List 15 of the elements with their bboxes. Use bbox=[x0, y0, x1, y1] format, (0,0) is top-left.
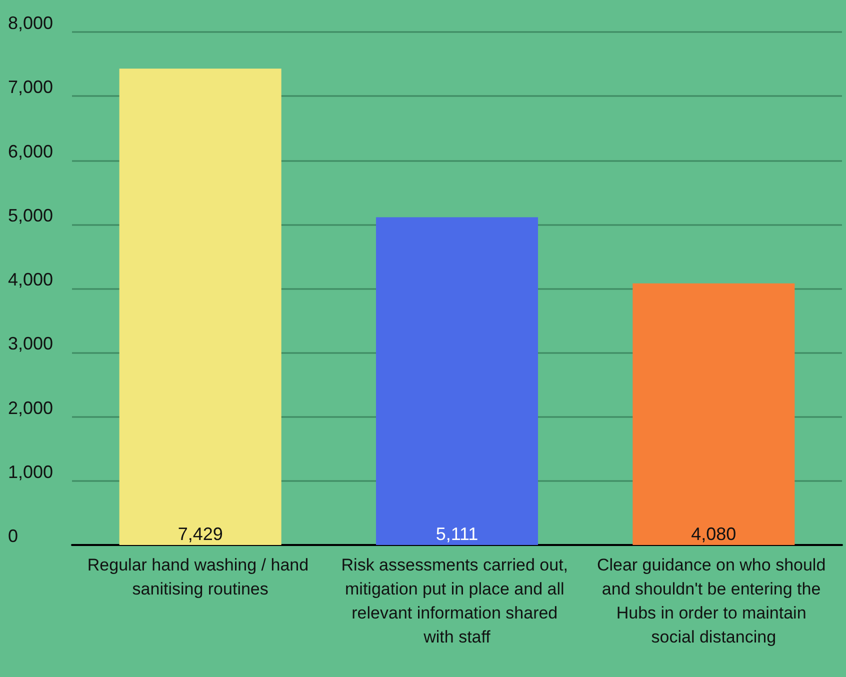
y-tick-label: 2,000 bbox=[8, 398, 54, 418]
data-label: 5,111 bbox=[436, 524, 478, 544]
x-tick-label: Risk assessments carried out, mitigation put in place and all relevant information shared with staff bbox=[341, 556, 573, 646]
y-tick-label: 0 bbox=[8, 526, 18, 546]
y-tick-label: 6,000 bbox=[8, 141, 54, 162]
y-tick-label: 4,000 bbox=[8, 270, 54, 290]
y-tick-label: 7,000 bbox=[8, 77, 54, 98]
y-tick-label: 1,000 bbox=[8, 462, 54, 482]
x-tick-label: Regular hand washing / hand sanitising routines bbox=[87, 556, 314, 598]
x-tick-label: Clear guidance on who should and shouldn't be entering the Hubs in order to maintain social distancing bbox=[596, 556, 830, 646]
y-tick-label: 5,000 bbox=[8, 205, 54, 226]
y-tick-label: 3,000 bbox=[8, 334, 54, 354]
data-label: 7,429 bbox=[178, 524, 223, 544]
y-tick-label: 8,000 bbox=[8, 13, 54, 33]
data-label: 4,080 bbox=[691, 524, 736, 544]
